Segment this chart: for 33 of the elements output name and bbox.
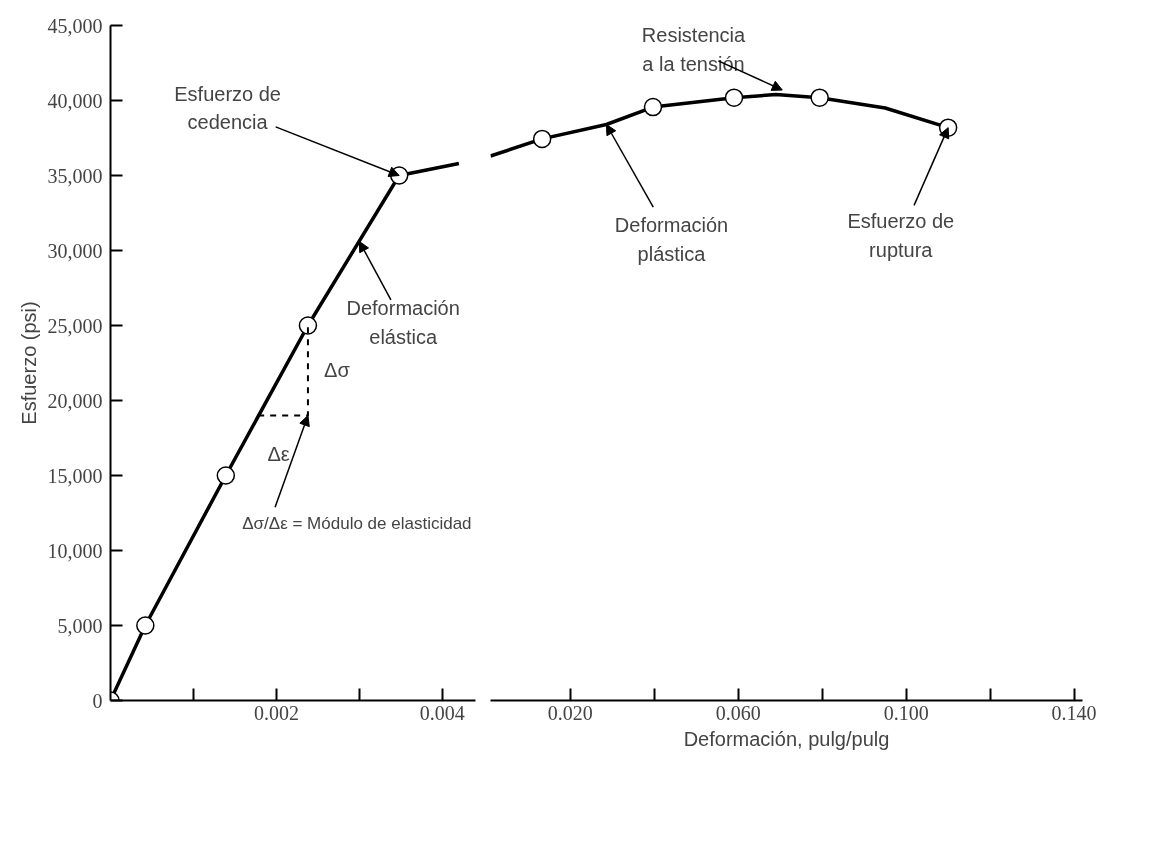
x-tick-label: 0.020: [547, 701, 593, 724]
y-tick-label: 10,000: [47, 539, 103, 562]
y-tick-label: 25,000: [47, 314, 103, 337]
x-tick-label: 0.002: [253, 701, 299, 724]
annotation: Deformación elástica: [346, 297, 460, 348]
y-tick-label: 40,000: [47, 89, 103, 112]
annotation: Δσ: [324, 358, 351, 381]
x-tick-label: 0.100: [883, 701, 929, 724]
y-tick-label: 15,000: [47, 464, 103, 487]
annotation: Esfuerzo de ruptura: [847, 210, 955, 261]
annotation: Esfuerzo de cedencia: [174, 82, 281, 134]
y-tick-label: 5,000: [57, 614, 103, 637]
x-tick-label: 0.140: [1051, 701, 1097, 724]
y-tick-label: 0: [92, 689, 103, 712]
annotation: Resistencia a la tensión: [641, 24, 747, 75]
annotation: Δσ/Δε = Módulo de elasticidad: [242, 514, 472, 533]
point: [136, 616, 155, 635]
y-tick-label: 45,000: [47, 14, 103, 37]
point: [298, 316, 318, 335]
point: [532, 129, 552, 149]
annotation: Deformación plástica: [614, 213, 729, 265]
annotation: Δε: [267, 443, 290, 466]
y-tick-label: 35,000: [47, 164, 103, 187]
x-axis-title: Deformación, pulg/pulg: [683, 727, 890, 750]
point: [810, 88, 829, 107]
y-tick-label: 30,000: [47, 239, 103, 262]
y-axis-title: Esfuerzo (psi): [17, 301, 40, 425]
point: [643, 97, 663, 117]
point: [724, 88, 744, 107]
point: [216, 466, 236, 485]
x-tick-label: 0.060: [715, 701, 761, 724]
x-tick-label: 0.004: [419, 701, 465, 724]
y-tick-label: 20,000: [47, 389, 103, 412]
